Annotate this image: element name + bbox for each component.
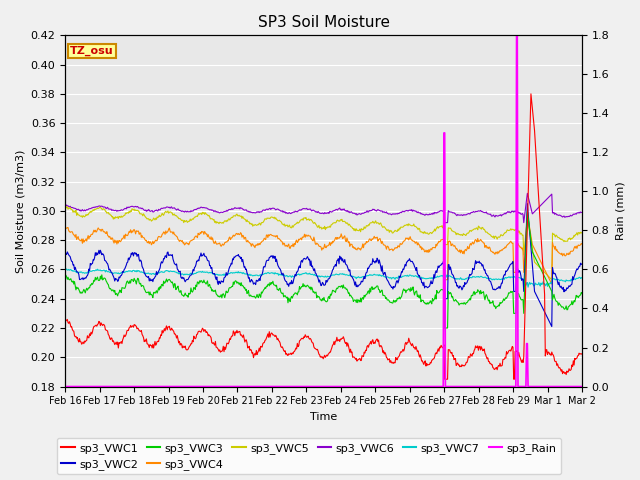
Legend: sp3_VWC1, sp3_VWC2, sp3_VWC3, sp3_VWC4, sp3_VWC5, sp3_VWC6, sp3_VWC7, sp3_Rain: sp3_VWC1, sp3_VWC2, sp3_VWC3, sp3_VWC4, … xyxy=(57,438,561,474)
Y-axis label: Rain (mm): Rain (mm) xyxy=(615,181,625,240)
X-axis label: Time: Time xyxy=(310,412,337,422)
Title: SP3 Soil Moisture: SP3 Soil Moisture xyxy=(257,15,390,30)
Text: TZ_osu: TZ_osu xyxy=(70,46,114,56)
Y-axis label: Soil Moisture (m3/m3): Soil Moisture (m3/m3) xyxy=(15,149,25,273)
